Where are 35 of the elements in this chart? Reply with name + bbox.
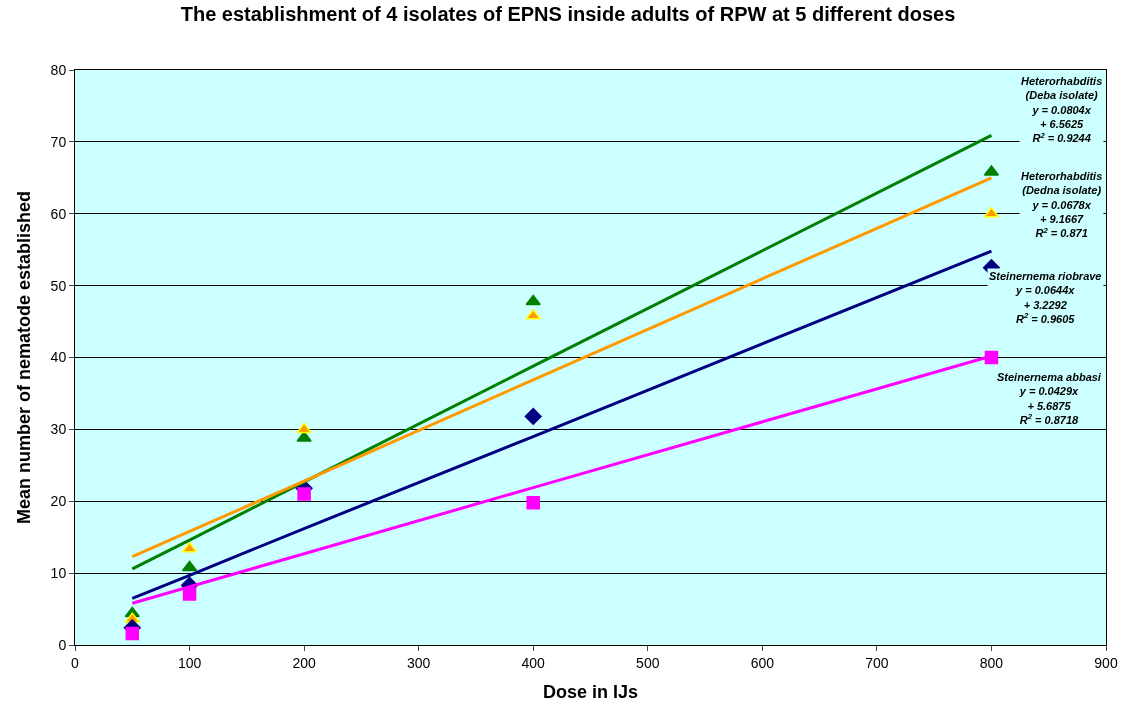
annotation: Heterorhabditis (Dedna isolate) y = 0.0678x + 9.1667 R$^{2}$ = 0.871 <box>1021 170 1103 240</box>
x-tick-label: 700 <box>865 654 889 671</box>
x-tick-label: 600 <box>750 654 775 671</box>
y-tick-label: 20 <box>50 493 67 510</box>
y-tick-label: 50 <box>50 277 67 294</box>
y-tick-label: 10 <box>50 565 67 582</box>
annotation: Steinernema abbasi y = 0.0429x + 5.6875 R$^{2}$ = 0.8718 <box>997 371 1102 426</box>
x-tick-label: 800 <box>979 654 1004 671</box>
y-tick-label: 0 <box>58 636 67 653</box>
point <box>182 587 197 601</box>
annotation: Steinernema riobrave y = 0.0644x + 3.2292 R$^{2}$ = 0.9605 <box>989 270 1102 325</box>
x-tick-label: 400 <box>521 654 546 671</box>
x-tick-label: 900 <box>1094 654 1118 671</box>
annotation: Heterorhabditis (Deba isolate) y = 0.0804x + 6.5625 R$^{2}$ = 0.9244 <box>1021 75 1103 145</box>
point <box>181 560 198 572</box>
x-tick-label: 100 <box>177 654 202 671</box>
point <box>524 407 542 425</box>
point <box>125 626 140 641</box>
x-tick-label: 200 <box>292 654 316 671</box>
x-tick-label: 300 <box>406 654 431 671</box>
point <box>297 487 311 501</box>
y-tick-label: 60 <box>50 205 67 222</box>
y-tick-label: 70 <box>50 133 67 150</box>
x-axis-title: Dose in IJs <box>542 681 639 702</box>
point <box>525 294 541 306</box>
y-tick-label: 80 <box>50 61 67 78</box>
point <box>181 541 198 553</box>
y-axis-title: Mean number of nematode established <box>13 190 34 525</box>
point <box>526 495 540 510</box>
point <box>296 422 312 434</box>
y-tick-label: 30 <box>50 421 67 438</box>
chart-title: The establishment of 4 isolates of EPNS inside adults of RPW at 5 different doses <box>180 3 956 26</box>
x-tick-label: 0 <box>71 654 80 671</box>
x-tick-label: 500 <box>636 654 660 671</box>
y-tick-label: 40 <box>50 349 67 366</box>
